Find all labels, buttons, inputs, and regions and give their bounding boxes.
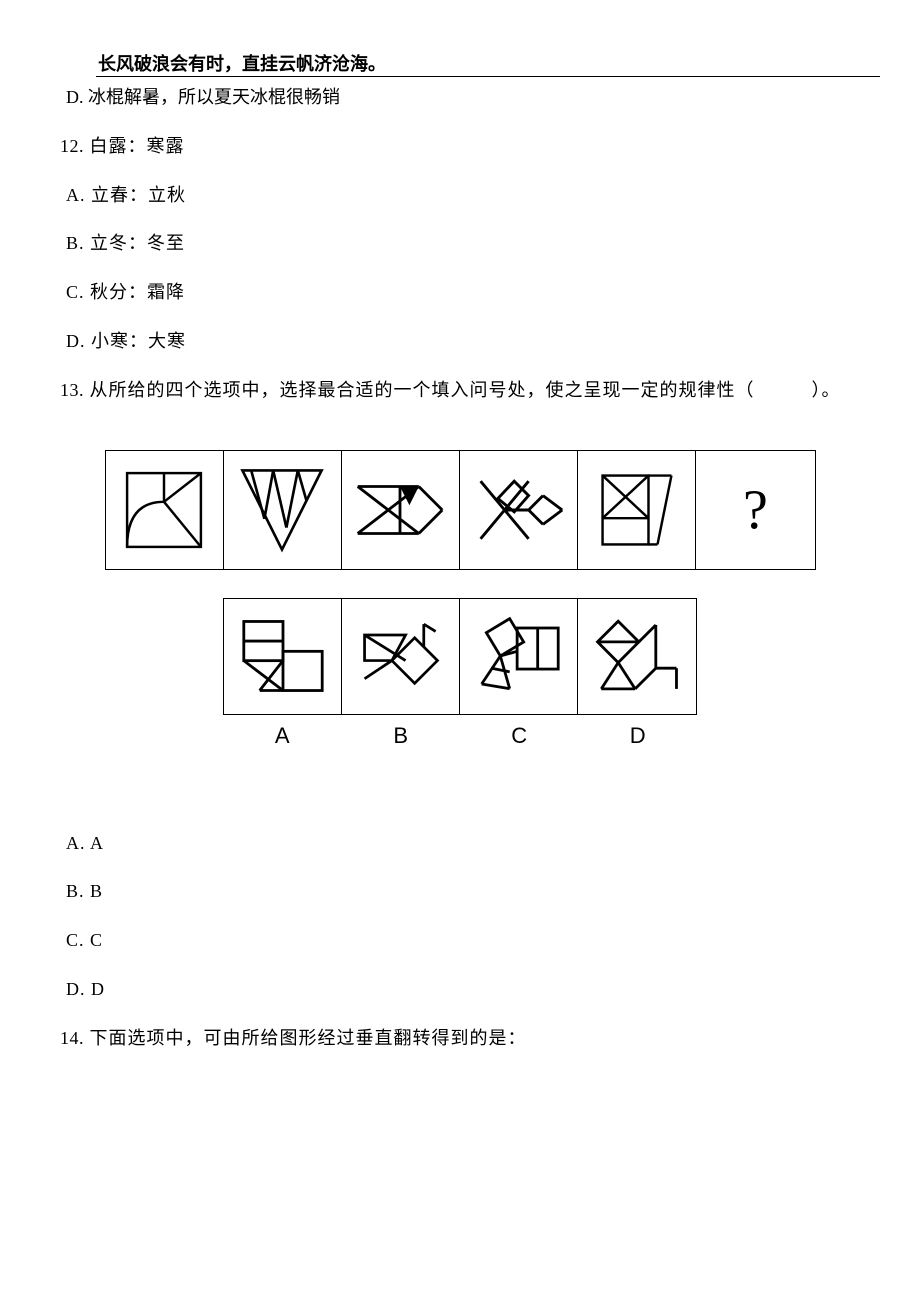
- q13-label-a: A: [223, 723, 342, 749]
- orphan-option-d: D. 冰棍解暑，所以夏天冰棍很畅销: [66, 83, 860, 112]
- question-mark-icon: ?: [743, 478, 768, 542]
- header-quote: 长风破浪会有时，直挂云帆济沧海。: [98, 50, 860, 78]
- q13-label-c: C: [460, 723, 579, 749]
- q12-option-c: C. 秋分：霜降: [66, 278, 860, 307]
- q13-option-a: A. A: [66, 829, 860, 858]
- q13-figure: ?: [60, 450, 860, 749]
- q13-seq-3: [342, 451, 460, 569]
- q13-stem-text: 从所给的四个选项中，选择最合适的一个填入问号处，使之呈现一定的规律性（ ）。: [90, 380, 841, 400]
- q13-label-b: B: [342, 723, 461, 749]
- q13-answer-a: [224, 599, 342, 714]
- q13-sequence-row: ?: [105, 450, 816, 570]
- page-content: 长风破浪会有时，直挂云帆济沧海。 D. 冰棍解暑，所以夏天冰棍很畅销 12. 白…: [0, 0, 920, 1053]
- q12-num: 12.: [60, 136, 84, 156]
- q13-option-b: B. B: [66, 877, 860, 906]
- q13-answer-row: [223, 598, 697, 715]
- q13-stem: 13. 从所给的四个选项中，选择最合适的一个填入问号处，使之呈现一定的规律性（ …: [60, 376, 860, 405]
- q12-option-b: B. 立冬：冬至: [66, 229, 860, 258]
- q13-answer-d: [578, 599, 696, 714]
- q13-label-d: D: [579, 723, 698, 749]
- q12-stem-text: 白露：寒露: [90, 136, 185, 156]
- header-border: [96, 76, 880, 77]
- orphan-option-text: 冰棍解暑，所以夏天冰棍很畅销: [88, 87, 340, 107]
- q13-option-c: C. C: [66, 926, 860, 955]
- q13-seq-2: [224, 451, 342, 569]
- q12-option-d: D. 小寒：大寒: [66, 327, 860, 356]
- orphan-option-label: D.: [66, 87, 84, 107]
- q12-option-a: A. 立春：立秋: [66, 181, 860, 210]
- q13-answer-c: [460, 599, 578, 714]
- q13-option-d: D. D: [66, 975, 860, 1004]
- q13-answer-labels: A B C D: [223, 723, 697, 749]
- q13-seq-4: [460, 451, 578, 569]
- q14-stem: 14. 下面选项中，可由所给图形经过垂直翻转得到的是：: [60, 1024, 860, 1053]
- q13-num: 13.: [60, 380, 84, 400]
- q13-seq-5: [578, 451, 696, 569]
- q14-num: 14.: [60, 1028, 84, 1048]
- q13-answer-b: [342, 599, 460, 714]
- q13-seq-1: [106, 451, 224, 569]
- q14-stem-text: 下面选项中，可由所给图形经过垂直翻转得到的是：: [90, 1028, 527, 1048]
- q12-stem: 12. 白露：寒露: [60, 132, 860, 161]
- q13-seq-question: ?: [696, 451, 814, 569]
